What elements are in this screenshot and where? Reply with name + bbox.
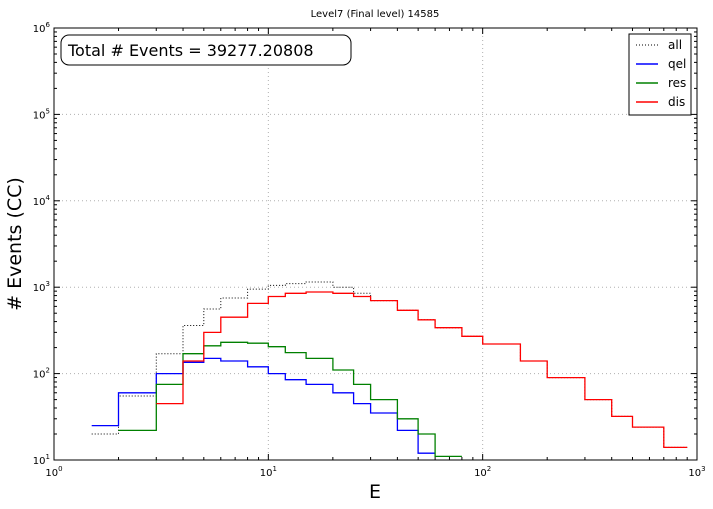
y-tick-label: 105 xyxy=(33,107,50,121)
legend-label-res: res xyxy=(668,76,686,90)
legend: all qel res dis xyxy=(628,33,692,116)
total-events-annotation: Total # Events = 39277.20808 xyxy=(60,34,352,66)
axis-ticks xyxy=(53,27,698,461)
y-tick-label: 103 xyxy=(33,280,50,294)
series-line-dis xyxy=(156,291,688,449)
grid-lines xyxy=(54,28,697,460)
legend-label-dis: dis xyxy=(668,95,685,109)
series-line-qel xyxy=(91,357,436,454)
x-tick-label: 103 xyxy=(688,465,705,479)
x-tick-label: 100 xyxy=(45,465,62,479)
y-tick-label: 102 xyxy=(33,367,50,381)
plot-area-border xyxy=(53,27,698,461)
y-tick-label: 101 xyxy=(33,453,50,467)
y-tick-label: 104 xyxy=(33,194,51,208)
annotation-box xyxy=(60,34,352,66)
legend-label-qel: qel xyxy=(668,57,686,71)
y-axis-label: # Events (CC) xyxy=(4,177,26,311)
series-line-res xyxy=(118,341,462,458)
y-tick-label: 106 xyxy=(33,21,51,35)
x-axis-label: E xyxy=(369,481,381,503)
chart-title: Level7 (Final level) 14585 xyxy=(311,9,440,20)
series-layer xyxy=(91,281,688,458)
x-tick-label: 102 xyxy=(474,465,491,479)
x-tick-label: 101 xyxy=(260,465,277,479)
annotation-text: Total # Events = 39277.20808 xyxy=(67,41,314,60)
legend-label-all: all xyxy=(668,38,682,52)
